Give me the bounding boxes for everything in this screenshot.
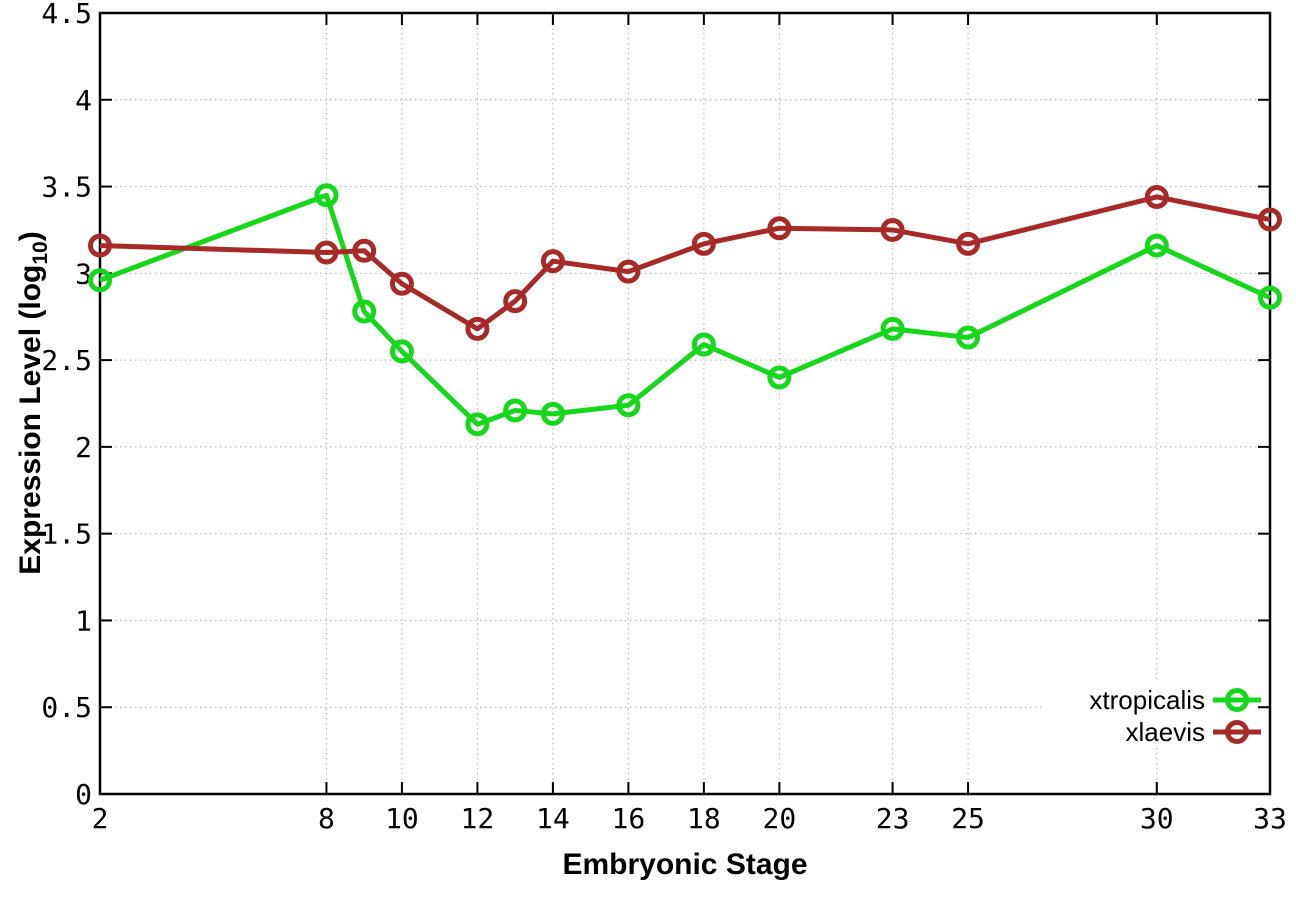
legend-label-xtropicalis: xtropicalis [1089,685,1205,715]
data-point-xlaevis [880,217,905,242]
data-point-xlaevis [352,238,377,263]
x-tick-label: 10 [385,802,419,835]
y-tick-label: 1.5 [41,518,92,551]
legend-sample-marker [1225,720,1249,744]
y-axis-title-subscript: 10 [29,241,52,265]
x-tick-label: 12 [461,802,495,835]
legend-label-xlaevis: xlaevis [1126,717,1205,747]
data-point-xlaevis [540,249,565,274]
y-tick-label: 0.5 [41,691,92,724]
y-tick-label: 2 [75,431,92,464]
data-point-xtropicalis [691,332,716,357]
data-point-xtropicalis [503,398,528,423]
data-point-xlaevis [616,259,641,284]
x-tick-label: 25 [951,802,985,835]
y-tick-label: 2.5 [41,344,92,377]
data-point-xtropicalis [352,299,377,324]
x-tick-label: 18 [687,802,721,835]
data-point-xtropicalis [540,401,565,426]
x-tick-label: 16 [612,802,646,835]
legend-sample-marker [1225,688,1249,712]
series-line-xtropicalis [99,192,1272,427]
legend-background [1045,682,1258,746]
data-point-xlaevis [389,271,414,296]
data-point-xlaevis [314,240,339,265]
x-tick-label: 33 [1253,802,1287,835]
x-tick-label: 23 [876,802,910,835]
x-tick-label: 14 [536,802,570,835]
data-point-xtropicalis [616,393,641,418]
data-point-xtropicalis [389,339,414,364]
y-tick-label: 4.5 [41,0,92,30]
y-tick-label: 0 [75,778,92,811]
data-point-xtropicalis [956,325,981,350]
x-tick-label: 30 [1140,802,1174,835]
y-axis-title: Expression Level (log10) [14,231,52,575]
data-point-xtropicalis [880,316,905,341]
data-point-xlaevis [956,231,981,256]
x-tick-label: 20 [762,802,796,835]
data-point-xtropicalis [1258,285,1282,310]
x-tick-label: 2 [92,802,109,835]
data-point-xtropicalis [465,412,490,437]
data-point-xtropicalis [88,268,112,293]
data-point-xtropicalis [1144,233,1169,258]
data-point-xlaevis [503,289,528,314]
x-tick-label: 8 [318,802,335,835]
y-tick-label: 3.5 [41,171,92,204]
y-axis-title-text: Expression Level (log [14,264,47,575]
data-point-xlaevis [767,216,792,241]
data-point-xtropicalis [767,365,792,390]
data-point-xlaevis [1144,184,1169,209]
data-point-xlaevis [88,233,112,258]
y-tick-label: 1 [75,604,92,637]
plot-border [98,11,1272,796]
data-point-xlaevis [691,231,716,256]
y-tick-label: 4 [75,84,92,117]
x-axis-title: Embryonic Stage [562,848,808,881]
y-tick-label: 3 [75,257,92,290]
y-axis-title-suffix: ) [14,231,47,242]
data-point-xtropicalis [314,183,339,208]
data-point-xlaevis [465,316,490,341]
data-point-xlaevis [1258,207,1282,232]
